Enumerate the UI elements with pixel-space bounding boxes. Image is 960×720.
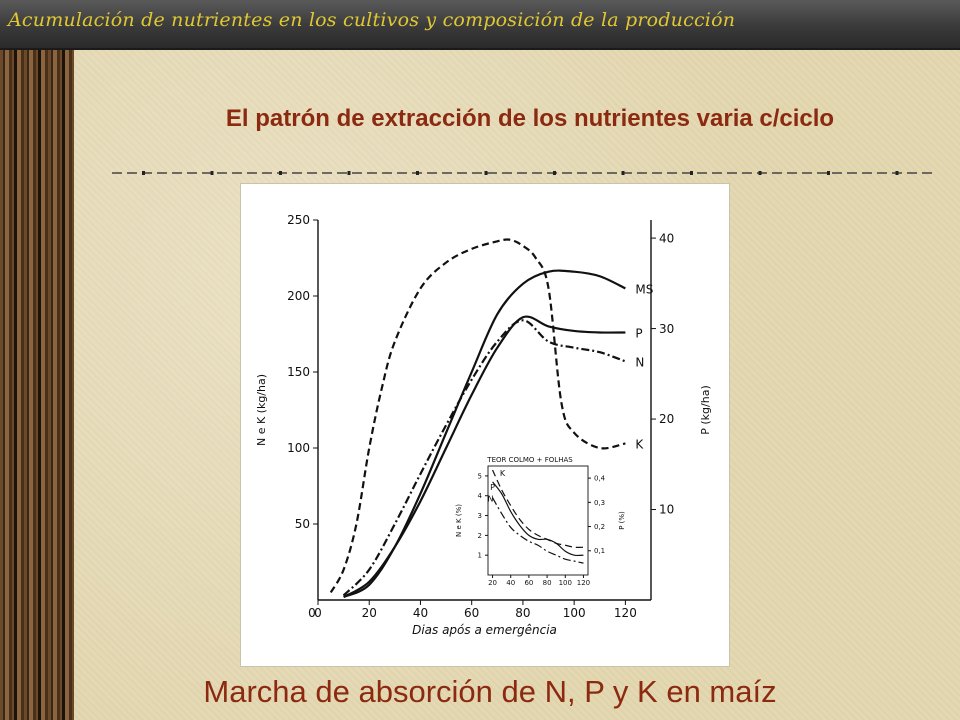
decorative-wood-strip [0,0,74,720]
y-tick-label: 100 [287,441,310,455]
y-tick-label: 200 [287,289,310,303]
inset-frame [487,465,589,576]
y-tick-label: 4 [478,492,483,500]
series-label-N: N [488,495,494,504]
series-line-K [329,238,626,593]
x-tick-label: 0 [308,606,316,620]
x-tick-label: 100 [559,579,572,587]
y2-tick-label: 30 [659,322,674,336]
series-line-K [491,469,584,549]
deco-dot [484,171,488,175]
deco-dot [210,171,214,175]
deco-dot [827,171,830,175]
x-axis-label: Dias após a emergência [412,623,557,637]
deco-dot [142,171,145,175]
figure-card: 0 20 40 60 80 100 120 0 50 100 150 200 250 10 20 30 40 Di… [240,183,730,667]
deco-dot [553,171,556,175]
y-axis-label: N e K (%) [455,504,463,537]
y-tick-label: 2 [478,532,482,540]
series-line-P [343,315,626,598]
x-tick-label: 0 [314,606,322,620]
x-tick-label: 40 [506,579,515,587]
y2-tick-label: 0,3 [594,499,605,507]
y-axis-label: N e K (kg/ha) [255,374,268,446]
series-label-MS: MS [635,282,653,296]
y-tick-label: 1 [478,552,482,560]
header-bar: Acumulación de nutrientes en los cultivo… [0,0,960,50]
deco-dot [416,171,419,175]
inset-chart: 20 40 60 80 100 120 1 2 3 4 5 0,1 0,2 0,3 0,4 N e K (%)… [455,456,626,587]
y-tick-label: 5 [478,472,482,480]
x-tick-label: 120 [577,579,590,587]
header-title: Acumulación de nutrientes en los cultivo… [8,9,736,31]
y-tick-label: 150 [287,365,310,379]
series-label-P: P [490,483,495,492]
y2-tick-label: 0,1 [594,547,605,555]
deco-dot [347,171,351,175]
y2-tick-label: 0,4 [594,475,606,483]
x-tick-label: 80 [543,579,552,587]
slide-subtitle: El patrón de extracción de los nutriente… [225,105,835,132]
nutrient-absorption-chart: 0 20 40 60 80 100 12005010015020025010203040Di… [255,213,712,637]
inset-title: TEOR COLMO + FOLHAS [486,456,573,464]
y-tick-label: 250 [287,213,310,227]
series-line-N [492,497,584,564]
slide-caption: Marcha de absorción de N, P y K en maíz [203,674,777,709]
series-line-N [342,319,626,597]
deco-dot [690,171,693,175]
y-tick-label: 3 [478,512,482,520]
x-tick-label: 100 [563,606,586,620]
series-label-P: P [635,326,642,340]
series-label-K: K [635,437,644,451]
y2-axis-label: P (%) [618,511,626,530]
y2-tick-label: 20 [659,412,674,426]
y2-tick-label: 10 [659,503,674,517]
deco-dot [758,171,762,175]
y2-axis-label: P (kg/ha) [699,385,712,434]
x-tick-label: 120 [614,606,637,620]
series-line-P [492,481,584,557]
decorative-dashed-line [112,171,932,175]
x-tick-label: 60 [464,606,479,620]
x-tick-label: 20 [488,579,497,587]
x-tick-label: 20 [362,606,377,620]
deco-dot [621,171,625,175]
x-tick-label: 80 [515,606,530,620]
main-chart: 0 20 40 60 80 100 12005010015020025010203040Di… [255,213,712,637]
y2-tick-label: 0,2 [594,523,605,531]
x-tick-label: 60 [524,579,533,587]
deco-dot [279,171,282,175]
deco-dot [895,171,899,175]
y2-tick-label: 40 [659,231,674,245]
x-tick-label: 40 [413,606,428,620]
series-label-K: K [500,469,506,478]
series-label-N: N [635,355,644,369]
y-tick-label: 50 [295,517,310,531]
